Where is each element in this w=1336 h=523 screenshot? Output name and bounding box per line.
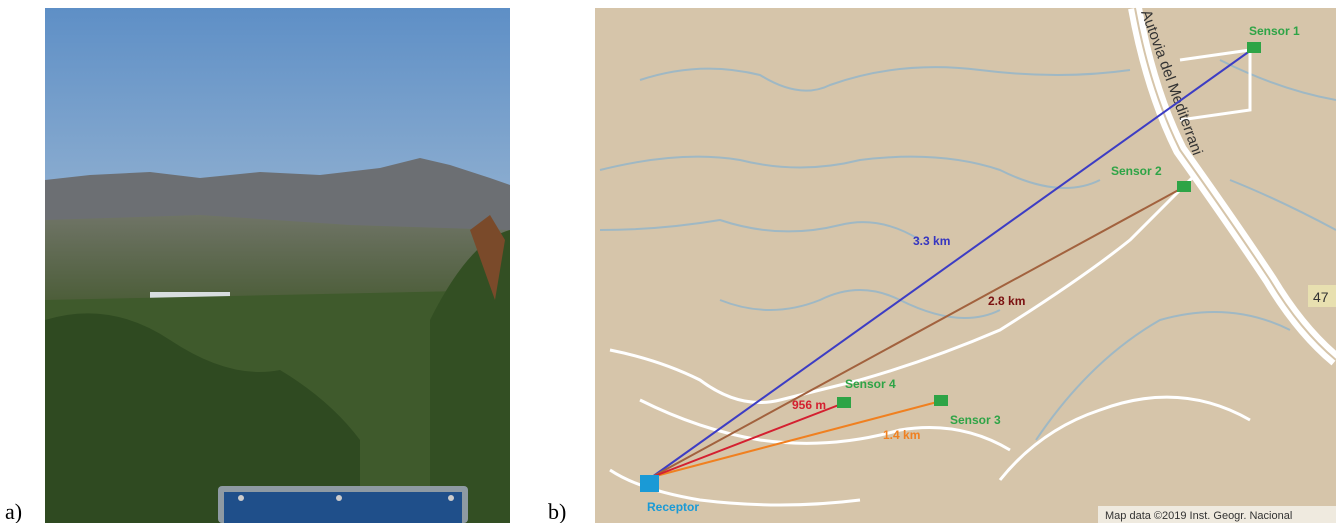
panel-label: b) — [548, 499, 566, 523]
sensor-label: Sensor 1 — [1249, 24, 1300, 38]
distance-label: 956 m — [792, 398, 826, 412]
sensor-label: Sensor 2 — [1111, 164, 1162, 178]
sensor-label: Sensor 3 — [950, 413, 1001, 427]
sensor-marker — [837, 397, 851, 408]
distance-label: 3.3 km — [913, 234, 950, 248]
sensor-marker — [934, 395, 948, 406]
photo — [45, 8, 510, 523]
page: a) 47 Autovia del Mediterrani — [0, 0, 1336, 523]
receptor-marker — [640, 475, 659, 492]
map-attribution: Map data ©2019 Inst. Geogr. Nacional — [1105, 510, 1292, 522]
figure: a) 47 Autovia del Mediterrani — [0, 0, 1336, 523]
sensor-marker — [1177, 181, 1191, 192]
sensor-label: Sensor 4 — [845, 377, 896, 391]
distance-label: 2.8 km — [988, 294, 1025, 308]
sensor-marker — [1247, 42, 1261, 53]
distance-label: 1.4 km — [883, 428, 920, 442]
road-number: 47 — [1313, 289, 1329, 305]
map: 47 Autovia del Mediterrani Sensor 1 Sens… — [595, 8, 1336, 523]
receptor-label: Receptor — [647, 500, 699, 514]
panel-label: a) — [5, 499, 22, 523]
